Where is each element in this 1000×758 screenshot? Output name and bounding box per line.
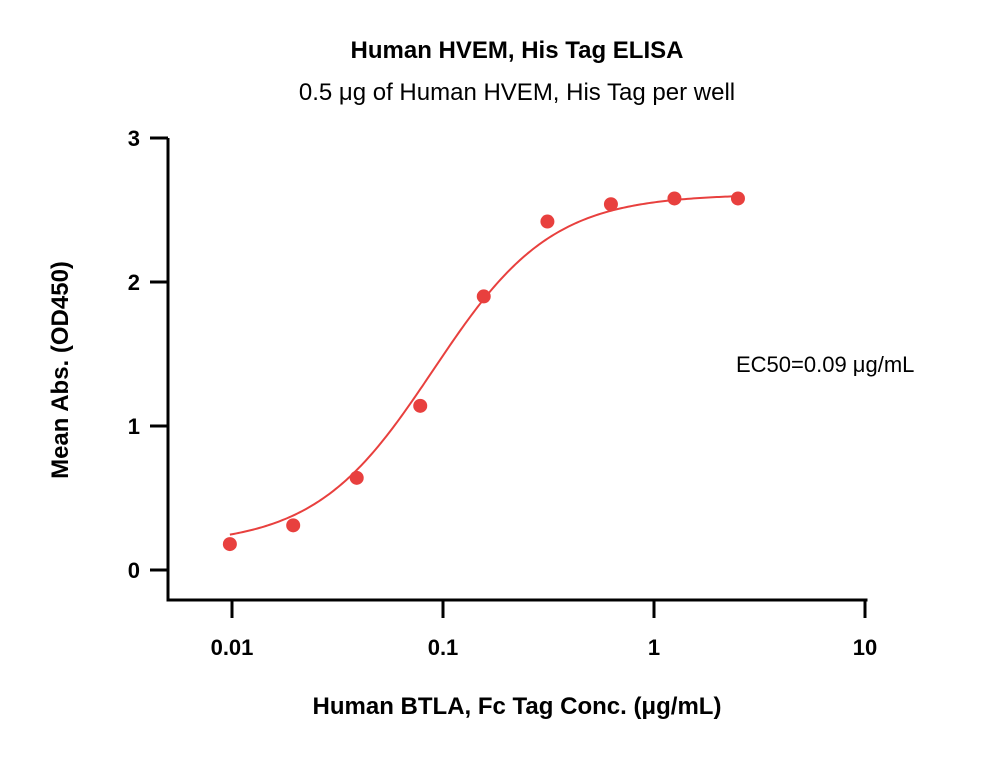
y-tick-label: 0 xyxy=(128,558,140,583)
chart-subtitle: 0.5 μg of Human HVEM, His Tag per well xyxy=(299,79,735,106)
data-point xyxy=(540,214,555,229)
x-tick-label: 0.1 xyxy=(428,635,459,660)
x-tick-label: 1 xyxy=(648,635,660,660)
data-point xyxy=(730,191,745,206)
axes: 0 1 2 3 0.01 0.1 1 10 xyxy=(128,126,877,660)
y-tick-label: 1 xyxy=(128,414,140,439)
x-tick-label: 0.01 xyxy=(211,635,254,660)
data-point xyxy=(222,537,237,552)
ec50-annotation: EC50=0.09 μg/mL xyxy=(736,352,914,377)
chart-title: Human HVEM, His Tag ELISA xyxy=(351,37,684,64)
x-tick-label: 10 xyxy=(853,635,877,660)
data-point xyxy=(603,197,618,212)
data-point xyxy=(667,191,682,206)
y-tick-label: 3 xyxy=(128,126,140,151)
fit-curve-line xyxy=(229,195,739,536)
data-point xyxy=(349,470,364,485)
y-tick-label: 2 xyxy=(128,270,140,295)
data-point xyxy=(413,398,428,413)
x-axis-label: Human BTLA, Fc Tag Conc. (μg/mL) xyxy=(313,693,722,720)
data-point xyxy=(476,289,491,304)
y-axis-label: Mean Abs. (OD450) xyxy=(47,261,74,479)
plot-area xyxy=(222,191,745,552)
data-point xyxy=(286,518,301,533)
